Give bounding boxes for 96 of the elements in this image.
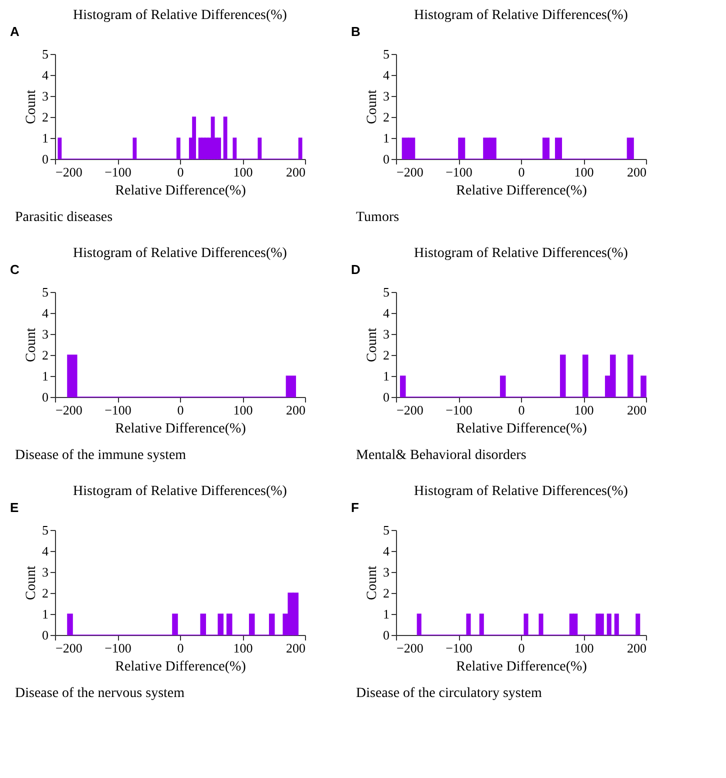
y-axis-title: Count (24, 566, 39, 600)
chart-title: Histogram of Relative Differences(%) (414, 246, 628, 261)
x-axis-title: Relative Difference(%) (115, 660, 246, 674)
y-tick-label: 1 (383, 606, 390, 622)
x-tick-label: 200 (627, 164, 646, 180)
text: C (10, 262, 20, 277)
chart-title: Histogram of Relative Differences(%) (414, 484, 628, 499)
text: Parasitic diseases (15, 210, 113, 225)
x-tick-label: −100 (446, 640, 472, 656)
x-tick-label: 200 (286, 164, 306, 180)
y-tick-label: 2 (42, 348, 48, 362)
y-tick-label: 1 (42, 130, 48, 146)
text: B (351, 24, 360, 39)
x-tick-label: −200 (56, 640, 82, 656)
y-tick-label: 5 (383, 46, 390, 62)
text: Disease of the immune system (15, 448, 186, 463)
text: A (10, 24, 20, 39)
x-tick-label: 0 (518, 164, 525, 180)
text: Mental& Behavioral disorders (356, 448, 526, 463)
y-tick-label: 4 (42, 306, 49, 320)
text: D (351, 262, 360, 277)
x-tick-label: −100 (446, 402, 472, 418)
y-tick-label: 3 (42, 326, 48, 342)
x-tick-label: −200 (56, 402, 82, 418)
x-tick-label: −100 (446, 164, 472, 180)
text: Tumors (356, 210, 400, 225)
x-tick-label: 0 (518, 402, 525, 418)
y-tick-label: 2 (383, 586, 390, 600)
x-tick-label: −200 (396, 164, 424, 180)
x-axis-title: Relative Difference(%) (115, 184, 246, 198)
y-axis-title: Count (365, 328, 380, 362)
y-axis-title: Count (24, 328, 39, 362)
y-tick-label: 1 (383, 130, 390, 146)
x-tick-label: 200 (627, 640, 646, 656)
x-axis-title: Relative Difference(%) (456, 184, 588, 198)
y-tick-label: 3 (383, 326, 390, 342)
y-tick-label: 0 (42, 628, 48, 642)
y-tick-label: 5 (383, 522, 390, 538)
y-tick-label: 2 (383, 110, 390, 124)
x-tick-label: −100 (104, 640, 132, 656)
x-tick-label: 100 (233, 164, 253, 180)
x-tick-label: −200 (396, 402, 424, 418)
y-tick-label: 0 (42, 152, 48, 166)
x-tick-label: 200 (627, 402, 646, 418)
y-tick-label: 2 (383, 348, 390, 362)
y-tick-label: 0 (383, 628, 390, 642)
text: Disease of the circulatory system (356, 686, 542, 701)
y-tick-label: 5 (42, 522, 48, 538)
y-tick-label: 3 (42, 88, 48, 104)
y-tick-label: 3 (42, 564, 48, 580)
x-tick-label: 100 (574, 402, 594, 418)
x-tick-label: 0 (177, 402, 184, 418)
x-tick-label: −200 (396, 640, 424, 656)
y-tick-label: 1 (42, 368, 48, 384)
x-tick-label: 100 (233, 640, 253, 656)
y-tick-label: 0 (383, 152, 390, 166)
x-axis-title: Relative Difference(%) (456, 422, 588, 436)
text: F (351, 500, 359, 515)
y-tick-label: 0 (42, 390, 48, 404)
y-tick-label: 4 (42, 544, 49, 558)
x-tick-label: 0 (177, 640, 184, 656)
x-tick-label: −100 (104, 402, 132, 418)
x-tick-label: −100 (104, 164, 132, 180)
x-tick-label: 100 (233, 402, 253, 418)
y-axis-title: Count (365, 90, 380, 124)
y-axis-title: Count (24, 90, 39, 124)
chart-title: Histogram of Relative Differences(%) (73, 246, 288, 261)
y-tick-label: 4 (383, 306, 390, 320)
text: E (10, 500, 19, 515)
y-tick-label: 5 (42, 284, 48, 300)
x-tick-label: 100 (574, 164, 594, 180)
text: Disease of the nervous system (15, 686, 185, 701)
y-tick-label: 2 (42, 586, 48, 600)
y-axis-title: Count (365, 566, 380, 600)
y-tick-label: 4 (383, 544, 390, 558)
x-tick-label: 200 (286, 640, 306, 656)
y-tick-label: 3 (383, 564, 390, 580)
x-tick-label: 0 (177, 164, 184, 180)
chart-title: Histogram of Relative Differences(%) (414, 8, 628, 23)
y-tick-label: 1 (42, 606, 48, 622)
x-axis-title: Relative Difference(%) (456, 660, 588, 674)
y-tick-label: 1 (383, 368, 390, 384)
y-tick-label: 4 (42, 68, 49, 82)
y-tick-label: 2 (42, 110, 48, 124)
y-tick-label: 5 (383, 284, 390, 300)
y-tick-label: 5 (42, 46, 48, 62)
chart-title: Histogram of Relative Differences(%) (73, 8, 288, 23)
chart-title: Histogram of Relative Differences(%) (73, 484, 288, 499)
y-tick-label: 3 (383, 88, 390, 104)
y-tick-label: 0 (383, 390, 390, 404)
x-tick-label: −200 (56, 164, 82, 180)
x-tick-label: 100 (574, 640, 594, 656)
y-tick-label: 4 (383, 68, 390, 82)
x-tick-label: 200 (286, 402, 306, 418)
x-tick-label: 0 (518, 640, 525, 656)
x-axis-title: Relative Difference(%) (115, 422, 246, 436)
